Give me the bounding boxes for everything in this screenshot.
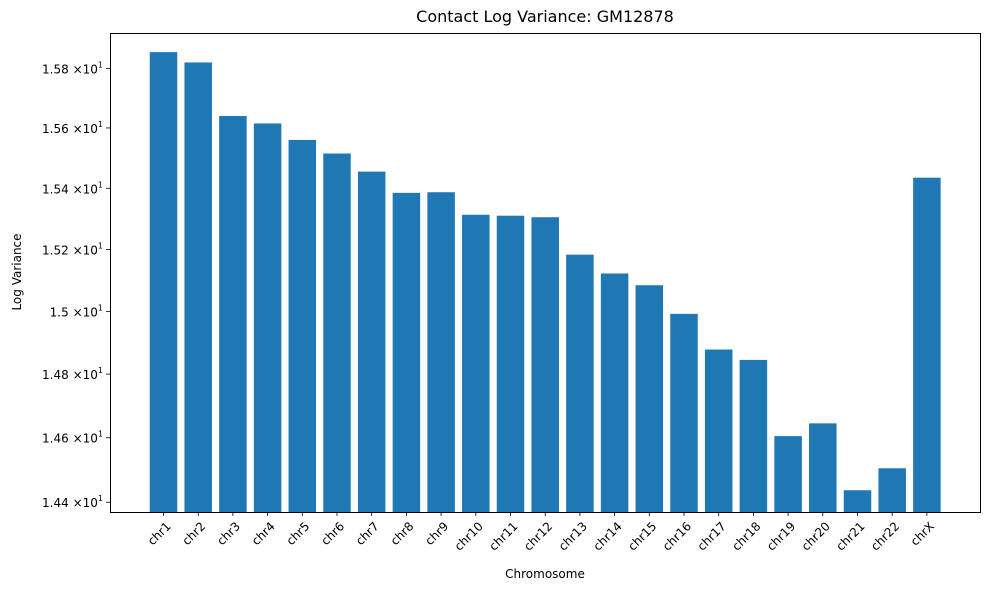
bar-chr10	[462, 214, 490, 512]
bar-chr16	[670, 313, 698, 512]
bar-chr13	[566, 254, 594, 513]
x-tick-label: chr1	[145, 519, 174, 548]
plot-frame	[110, 33, 981, 513]
x-tick-label: chr9	[422, 519, 451, 548]
bar-chr9	[427, 192, 455, 512]
x-tick-label: chr12	[521, 519, 555, 553]
x-tick-label: chr5	[284, 519, 313, 548]
bars-group	[149, 52, 941, 513]
x-tick-label: chr20	[799, 519, 833, 553]
bar-chr7	[357, 171, 386, 513]
x-tick-label: chr18	[729, 519, 763, 553]
y-tick-label: 1.52 ×101	[42, 241, 103, 257]
bar-chr8	[392, 192, 421, 512]
y-tick-label: 1.48 ×101	[42, 366, 103, 382]
x-axis-label: Chromosome	[505, 567, 585, 581]
y-tick-label: 1.56 ×101	[42, 120, 103, 136]
bar-chr12	[531, 217, 559, 513]
x-tick-label: chrX	[908, 519, 937, 548]
bar-chr4	[253, 123, 282, 513]
x-tick-label: chr14	[590, 519, 624, 553]
chart-title: Contact Log Variance: GM12878	[416, 7, 674, 26]
x-tick-label: chr21	[833, 519, 867, 553]
bar-chr6	[323, 153, 351, 512]
bar-chr1	[149, 52, 178, 513]
x-tick-label: chr10	[452, 519, 486, 553]
bar-chr15	[635, 285, 664, 512]
x-tick-label: chr6	[318, 519, 347, 548]
bar-chr2	[184, 62, 212, 512]
x-tick-label: chr7	[353, 519, 382, 548]
x-tick-label: chr13	[556, 519, 590, 553]
bar-chr21	[843, 490, 872, 512]
x-tick-label: chr8	[388, 519, 417, 548]
bar-chr18	[739, 359, 768, 512]
y-axis-label: Log Variance	[10, 233, 24, 310]
y-tick-label: 1.54 ×101	[42, 180, 103, 196]
y-tick-label: 1.58 ×101	[42, 60, 103, 76]
x-tick-label: chr11	[486, 519, 520, 553]
bar-chr3	[219, 115, 247, 512]
y-tick-label: 1.44 ×101	[42, 494, 103, 510]
x-tick-label: chr16	[660, 519, 694, 553]
x-ticks-group: chr1 chr2 chr3 chr4 chr5 chr6 chr7 chr8 chr9 chr1…	[145, 512, 937, 553]
bar-chrX	[913, 177, 941, 513]
bar-chr5	[288, 139, 317, 512]
x-tick-label: chr2	[179, 519, 208, 548]
x-tick-label: chr3	[214, 519, 243, 548]
y-ticks-group: 1.44 ×101 1.46 ×101 1.48 ×101 1.5 ×101 1.52 …	[42, 60, 110, 510]
bar-chr17	[704, 349, 733, 512]
x-tick-label: chr19	[764, 519, 798, 553]
bar-chr11	[496, 215, 525, 512]
y-tick-label: 1.46 ×101	[42, 430, 103, 446]
x-tick-label: chr4	[249, 519, 278, 548]
bar-chr14	[600, 273, 629, 512]
y-tick-label: 1.5 ×101	[50, 303, 103, 319]
x-tick-label: chr15	[625, 519, 659, 553]
x-tick-label: chr17	[695, 519, 729, 553]
bar-chr19	[774, 436, 802, 512]
bar-chr20	[809, 423, 837, 512]
bar-chr22	[878, 468, 906, 512]
x-tick-label: chr22	[868, 519, 902, 553]
